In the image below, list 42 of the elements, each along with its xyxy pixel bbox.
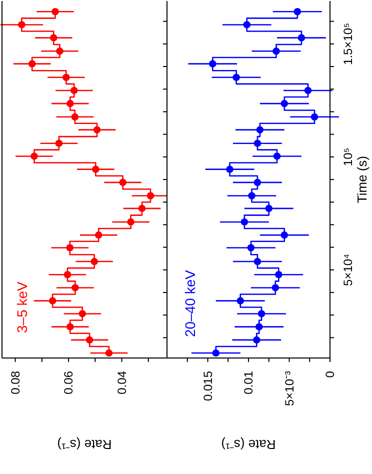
- point: [50, 34, 58, 42]
- point: [66, 323, 74, 330]
- point: [71, 113, 79, 121]
- x-tick-label: 0.06: [62, 370, 76, 394]
- point: [94, 231, 102, 239]
- point: [105, 349, 113, 357]
- point: [28, 60, 36, 68]
- point: [146, 192, 154, 200]
- point: [119, 178, 126, 186]
- point: [127, 218, 134, 226]
- point: [78, 310, 86, 318]
- point: [55, 140, 63, 147]
- point: [70, 86, 78, 94]
- point: [92, 166, 100, 173]
- y-axis-title: Time (s): [354, 156, 370, 204]
- point: [72, 284, 79, 292]
- text: 20–40 keV: [182, 270, 198, 337]
- x-tick-label: 0.015: [200, 370, 215, 402]
- point: [52, 8, 59, 16]
- x-tick-label: 0.04: [114, 370, 129, 394]
- point: [48, 297, 56, 304]
- point: [138, 204, 146, 212]
- x-tick-label: 5×10⁻³: [282, 371, 296, 406]
- point: [18, 21, 26, 28]
- point: [62, 74, 70, 82]
- point: [30, 152, 38, 160]
- x-tick-label: 0.01: [242, 370, 256, 394]
- point: [90, 258, 98, 266]
- x-tick-label: 0.08: [8, 370, 22, 394]
- point: [66, 100, 74, 108]
- text: 3–5 keV: [14, 282, 30, 333]
- x-axis-title: Rate (s⁻¹): [221, 437, 276, 452]
- x-tick-label: 0: [323, 370, 337, 378]
- y-tick-label: 10⁵: [341, 148, 355, 166]
- point: [86, 336, 94, 344]
- point: [64, 270, 72, 278]
- point: [56, 48, 64, 55]
- point: [93, 126, 101, 134]
- x-axis-title: Rate (s⁻¹): [57, 437, 112, 452]
- point: [66, 244, 74, 252]
- y-tick-label: 1.5×10⁵: [341, 22, 355, 65]
- y-tick-label: 5×10⁴: [341, 254, 355, 286]
